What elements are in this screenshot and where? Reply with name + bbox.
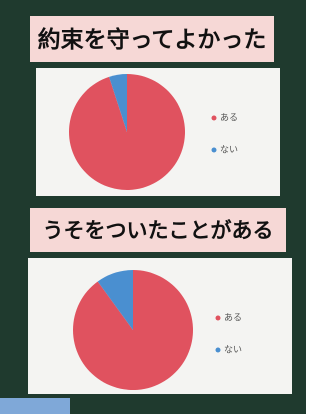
legend-swatch <box>216 348 221 353</box>
chart-title: うそをついたことがある <box>43 218 274 243</box>
legend-swatch <box>212 148 217 153</box>
pie-slice <box>73 270 193 390</box>
legend-swatch <box>212 116 217 121</box>
legend-label: ない <box>220 145 238 156</box>
foreground-object <box>0 398 70 414</box>
legend-label: ある <box>220 113 238 124</box>
legend-label: ない <box>224 345 242 356</box>
chart-title: 約束を守ってよかった <box>38 26 267 53</box>
page: {"chart_data": [ {"type": "pie", "title"… <box>0 0 320 414</box>
legend-label: ある <box>224 313 242 324</box>
legend-swatch <box>216 316 221 321</box>
